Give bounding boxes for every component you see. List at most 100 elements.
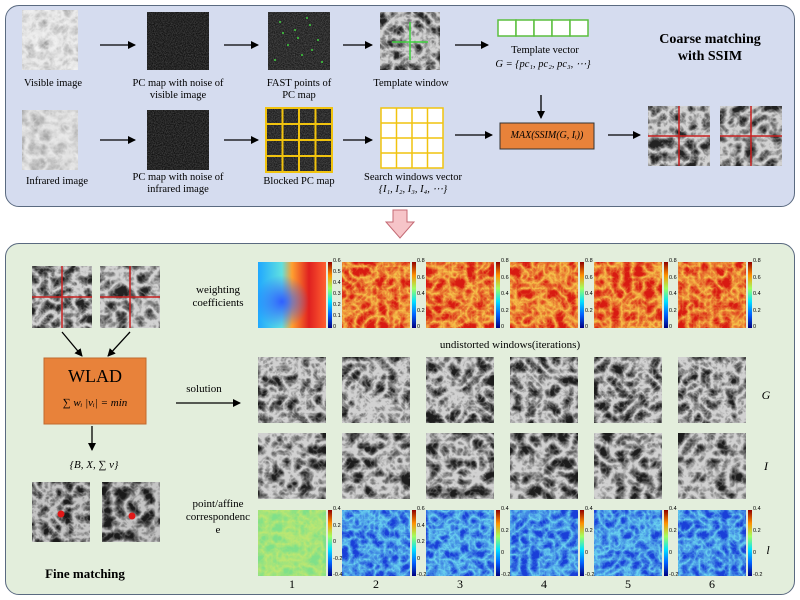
iteration-label-1: 1 (289, 577, 295, 591)
row-label-g: G (761, 388, 771, 402)
weight-colorbar-tick-2-3: 0.2 (417, 307, 425, 314)
weight-map-texture-3 (426, 262, 494, 328)
g-window-texture-3 (426, 357, 494, 423)
point-label-3: e (215, 524, 221, 536)
coarse-title-1: Coarse matching (659, 32, 761, 47)
solution-label: solution (186, 383, 222, 395)
weight-colorbar-tick-1-6: 0 (333, 324, 337, 330)
pc-map-visible (147, 12, 209, 70)
residual-colorbar-tick-2-4: -0.2 (417, 572, 427, 578)
weight-colorbar-tick-3-2: 0.4 (501, 291, 509, 297)
row-label-l: l (766, 543, 770, 557)
weight-colorbar-tick-4-2: 0.4 (585, 291, 593, 297)
g-window-texture-6 (678, 357, 746, 423)
max-ssim-formula: MAX(SSIM(G, Iᵢ)) (510, 130, 584, 141)
pc-visible-label-1: PC map with noise of (132, 78, 224, 89)
search-windows-label: Search windows vector (364, 172, 462, 183)
coarse-title-2: with SSIM (677, 49, 743, 64)
iteration-label-4: 4 (541, 577, 547, 591)
residual-colorbar-tick-3-2: 0 (501, 550, 505, 556)
weight-colorbar-tick-2-0: 0.8 (417, 258, 425, 264)
coarse-result-left (648, 106, 710, 166)
residual-colorbar-5 (664, 510, 668, 576)
residual-colorbar-tick-1-3: -0.2 (333, 555, 343, 562)
residual-colorbar-tick-5-1: 0.2 (669, 528, 677, 534)
g-window-texture-1 (258, 357, 326, 423)
iteration-label-5: 5 (625, 577, 631, 591)
weight-colorbar-1 (328, 262, 332, 328)
residual-colorbar-tick-5-0: 0.4 (669, 506, 677, 512)
residual-colorbar-tick-1-1: 0.2 (333, 522, 341, 529)
i-window-texture-1 (258, 433, 326, 499)
blocked-label: Blocked PC map (263, 176, 335, 187)
visible-image (22, 10, 78, 70)
wlad-box (43, 357, 147, 425)
weighting-label-1: weighting (196, 284, 240, 296)
fine-arrows (61, 331, 241, 451)
weight-colorbar-tick-2-2: 0.4 (417, 291, 425, 297)
fine-input-right (100, 266, 160, 328)
weight-colorbar-tick-3-4: 0 (501, 324, 505, 330)
i-window-texture-6 (678, 433, 746, 499)
weight-colorbar-tick-1-2: 0.4 (333, 280, 341, 286)
coarse-arrows (100, 41, 641, 144)
residual-colorbar-tick-2-0: 0.6 (417, 506, 425, 512)
weight-colorbar-tick-4-3: 0.2 (585, 307, 593, 314)
g-window-texture-5 (594, 357, 662, 423)
pc-map-infrared (147, 110, 209, 170)
residual-map-texture-4 (510, 510, 578, 576)
weight-colorbar-tick-2-1: 0.6 (417, 274, 425, 281)
infrared-image-label: Infrared image (25, 176, 89, 187)
residual-colorbar-tick-2-1: 0.4 (417, 522, 425, 529)
weight-colorbar-tick-1-1: 0.5 (333, 269, 341, 275)
i-window-texture-3 (426, 433, 494, 499)
residual-colorbar-4 (580, 510, 584, 576)
template-vector-label: Template vector (511, 45, 579, 56)
residual-colorbar-tick-3-0: 0.4 (501, 506, 509, 512)
weight-colorbar-tick-2-4: 0 (417, 324, 421, 330)
residual-colorbar-2 (412, 510, 416, 576)
result-formula: {B, X, ∑ v} (69, 459, 119, 471)
i-window-texture-4 (510, 433, 578, 499)
weight-colorbar-tick-5-3: 0.2 (669, 307, 677, 314)
template-window-label: Template window (373, 78, 449, 89)
fine-result-right (102, 482, 160, 542)
weighting-label-2: coefficients (192, 297, 244, 309)
fast-label-2: PC map (282, 90, 316, 101)
fast-points-map (268, 12, 330, 70)
residual-colorbar-tick-1-0: 0.4 (333, 506, 341, 512)
weight-colorbar-tick-4-1: 0.6 (585, 274, 593, 281)
iteration-label-6: 6 (709, 577, 715, 591)
iteration-label-3: 3 (457, 577, 463, 591)
max-ssim-box (499, 122, 595, 150)
weight-colorbar-tick-5-2: 0.4 (669, 291, 677, 297)
weight-colorbar-tick-1-0: 0.6 (333, 258, 341, 264)
weight-colorbar-6 (748, 262, 752, 328)
weight-colorbar-2 (412, 262, 416, 328)
residual-colorbar-tick-1-2: 0 (333, 539, 337, 545)
weight-map-texture-6 (678, 262, 746, 328)
weight-map-texture-4 (510, 262, 578, 328)
wlad-title: WLAD (68, 366, 122, 386)
i-window-texture-5 (594, 433, 662, 499)
residual-colorbar-tick-3-1: 0.2 (501, 528, 509, 534)
weight-colorbar-tick-4-0: 0.8 (585, 258, 593, 264)
weight-colorbar-4 (580, 262, 584, 328)
residual-colorbar-6 (748, 510, 752, 576)
wlad-formula: ∑ wᵢ |vᵢ| = min (62, 397, 128, 409)
weight-colorbar-tick-1-3: 0.3 (333, 291, 341, 297)
infrared-image (22, 110, 78, 170)
g-window-texture-4 (510, 357, 578, 423)
residual-colorbar-tick-6-1: 0.2 (753, 528, 761, 534)
visible-image-label: Visible image (24, 78, 82, 89)
residual-colorbar-tick-2-2: 0.2 (417, 539, 425, 545)
residual-colorbar-tick-2-3: 0 (417, 555, 421, 562)
residual-map-texture-1 (258, 510, 326, 576)
weight-colorbar-tick-3-3: 0.2 (501, 307, 509, 314)
residual-colorbar-3 (496, 510, 500, 576)
residual-colorbar-tick-5-3: -0.2 (669, 572, 679, 578)
weight-colorbar-tick-6-0: 0.8 (753, 258, 761, 264)
weight-colorbar-5 (664, 262, 668, 328)
